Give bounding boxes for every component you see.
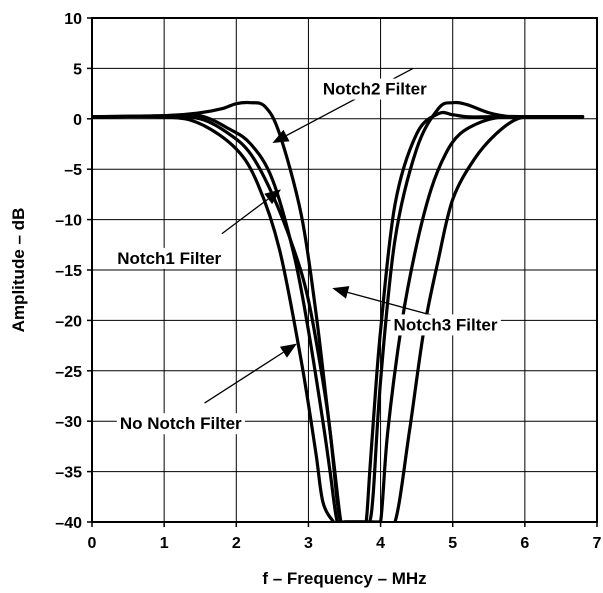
annotation-group: Notch2 Filter Notch1 Filter Notch3 Filter N… bbox=[114, 67, 501, 435]
y-tick-label: –20 bbox=[55, 313, 82, 330]
y-tick-label: –35 bbox=[55, 465, 82, 482]
y-tick-label: –30 bbox=[55, 414, 82, 431]
annotation-label-1: Notch2 Filter bbox=[323, 80, 427, 99]
y-tick-label: –15 bbox=[55, 263, 82, 280]
plot-frame bbox=[91, 17, 598, 523]
x-tick-label: 1 bbox=[160, 535, 169, 552]
annotation-arrowhead bbox=[272, 129, 290, 143]
annotation-label-background bbox=[114, 247, 225, 269]
annotation-label-background bbox=[390, 314, 501, 336]
series-group bbox=[92, 100, 585, 522]
x-tick-label: 4 bbox=[376, 535, 385, 552]
x-axis-label: f – Frequency – MHz bbox=[262, 569, 426, 588]
y-tick-label: –10 bbox=[55, 213, 82, 230]
annotation-label-2: Notch1 Filter bbox=[117, 249, 221, 268]
annotation-arrow-line bbox=[221, 198, 269, 235]
series-line-3 bbox=[92, 100, 585, 522]
y-tick-label: 10 bbox=[64, 11, 82, 28]
x-tick-label: 6 bbox=[520, 535, 529, 552]
x-tick-label: 7 bbox=[593, 535, 602, 552]
annotation-label-4: No Notch Filter bbox=[120, 414, 242, 433]
series-line-1 bbox=[92, 114, 585, 522]
annotation-label-3: Notch3 Filter bbox=[394, 315, 498, 334]
annotation-label-background bbox=[116, 413, 246, 435]
y-tick-label: 5 bbox=[73, 61, 82, 78]
annotation-arrow-line bbox=[204, 351, 284, 404]
x-tick-label: 3 bbox=[304, 535, 313, 552]
series-line-2 bbox=[92, 113, 585, 522]
x-tick-label: 2 bbox=[232, 535, 241, 552]
annotation-arrow-line bbox=[347, 291, 437, 317]
annotation-arrow-line bbox=[286, 67, 414, 137]
y-tick-label: 0 bbox=[73, 112, 82, 129]
annotation-arrowhead bbox=[279, 343, 297, 358]
x-tick-label: 0 bbox=[88, 535, 97, 552]
annotation-arrowhead bbox=[332, 286, 350, 299]
y-tick-label: –40 bbox=[55, 515, 82, 532]
y-axis-label: Amplitude – dB bbox=[9, 208, 28, 333]
annotation-label-background bbox=[319, 78, 431, 100]
y-tick-label: –25 bbox=[55, 364, 82, 381]
annotation-arrowhead bbox=[264, 189, 282, 205]
series-line-4 bbox=[92, 110, 585, 522]
y-tick-label: –5 bbox=[64, 162, 82, 179]
tick-label-group: 0 1 2 3 4 5 6 7 10 5 0 –5 –10 –15 –20 –25 –30 –35 –40 bbox=[55, 11, 601, 552]
x-tick-label: 5 bbox=[448, 535, 457, 552]
